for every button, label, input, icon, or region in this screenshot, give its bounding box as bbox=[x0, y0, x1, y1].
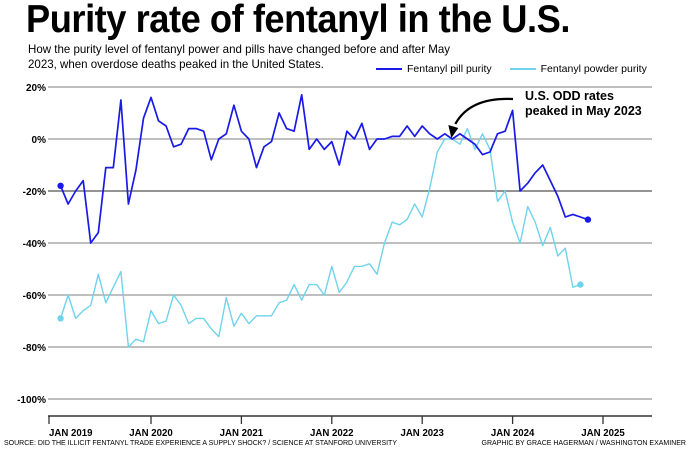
source-note: SOURCE: DID THE ILLICIT FENTANYL TRADE E… bbox=[4, 440, 398, 447]
credit-note: GRAPHIC BY GRACE HAGERMAN / WASHINGTON E… bbox=[481, 440, 686, 447]
annotation-arrow bbox=[454, 97, 514, 125]
series-start-dot bbox=[57, 315, 64, 322]
chart-title: Purity rate of fentanyl in the U.S. bbox=[26, 0, 570, 41]
chart-subtitle: How the purity level of fentanyl power a… bbox=[28, 42, 451, 71]
x-tick-label: JAN 2020 bbox=[129, 428, 173, 439]
series-end-dot bbox=[584, 216, 592, 223]
x-tick-label: JAN 2024 bbox=[491, 428, 535, 439]
y-tick-label: -20% bbox=[23, 187, 46, 198]
y-tick-label: 0% bbox=[32, 135, 47, 146]
legend-swatch-pill bbox=[376, 68, 402, 70]
x-tick-label: JAN 2021 bbox=[220, 428, 264, 439]
x-tick-label: JAN 2025 bbox=[581, 428, 625, 439]
legend-swatch-powder bbox=[509, 68, 536, 70]
x-tick-label: JAN 2022 bbox=[310, 428, 354, 439]
annotation-arrowhead bbox=[448, 125, 459, 138]
legend-label-pill: Fentanyl pill purity bbox=[407, 63, 492, 75]
series-line-powder bbox=[59, 127, 581, 348]
annotation-text-line1: U.S. ODD rates bbox=[525, 89, 614, 103]
y-tick-label: -80% bbox=[23, 343, 46, 354]
y-tick-label: 20% bbox=[26, 83, 46, 94]
annotation-text-line2: peaked in May 2023 bbox=[525, 104, 642, 118]
x-tick-label: JAN 2023 bbox=[400, 428, 444, 439]
y-tick-label: -100% bbox=[17, 395, 46, 406]
x-tick-label: JAN 2019 bbox=[49, 428, 93, 439]
series-end-dot bbox=[577, 281, 584, 288]
y-tick-label: -60% bbox=[23, 291, 46, 302]
legend-item-powder: Fentanyl powder purity bbox=[509, 63, 647, 75]
legend-item-pill: Fentanyl pill purity bbox=[376, 63, 492, 75]
legend-label-powder: Fentanyl powder purity bbox=[540, 63, 647, 75]
series-line-pill bbox=[59, 93, 589, 244]
legend: Fentanyl pill purity Fentanyl powder pur… bbox=[376, 63, 647, 75]
y-tick-label: -40% bbox=[23, 239, 46, 250]
series-start-dot bbox=[57, 182, 64, 189]
